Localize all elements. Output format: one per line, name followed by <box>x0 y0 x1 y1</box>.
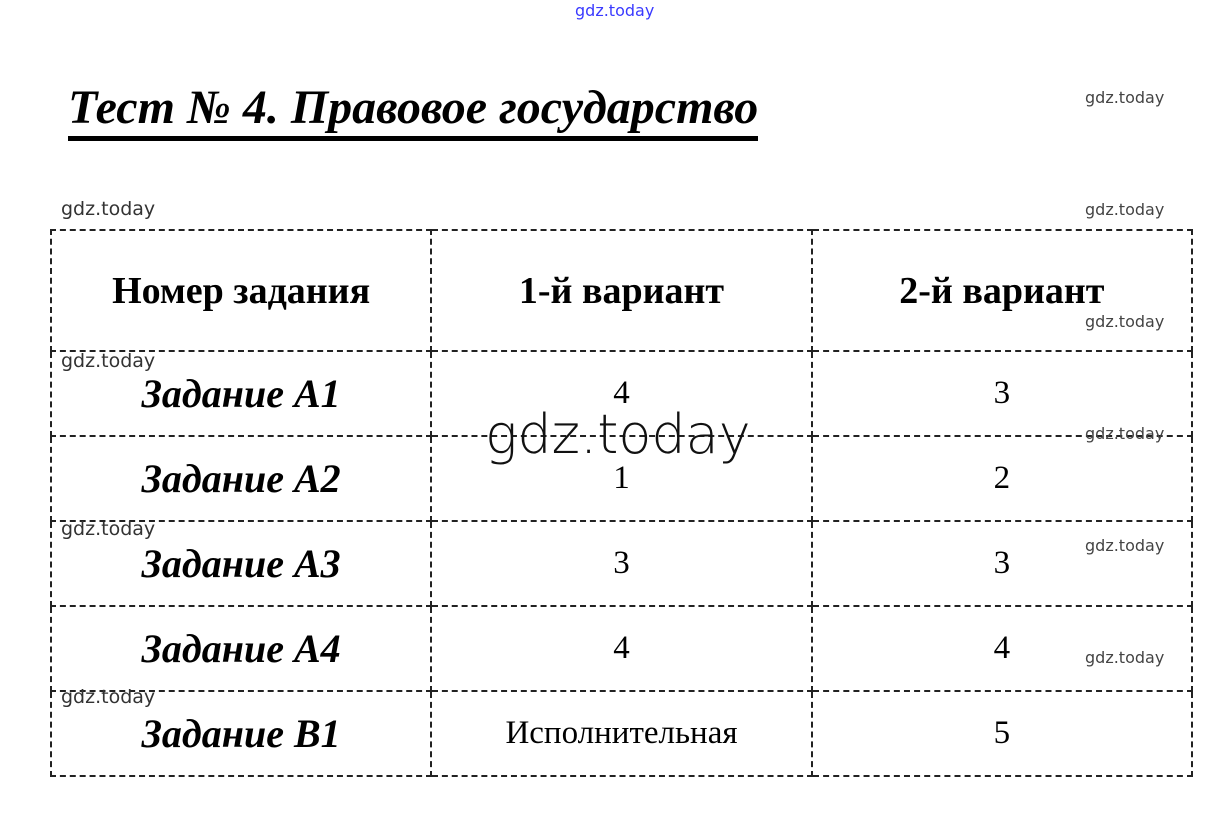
variant-2-answer: 5 <box>810 690 1194 777</box>
variant-2-answer: 3 <box>810 350 1194 437</box>
header-variant-2: 2-й вариант <box>810 229 1194 352</box>
variant-1-answer: 3 <box>430 520 813 607</box>
watermark: gdz.today <box>1085 200 1165 219</box>
watermark-top: gdz.today <box>575 1 655 20</box>
task-name: Задание В1 <box>49 690 433 777</box>
task-name: Задание А4 <box>49 605 433 692</box>
watermark: gdz.today <box>1085 648 1165 667</box>
variant-1-answer: 4 <box>430 605 813 692</box>
variant-2-answer: 2 <box>810 435 1194 522</box>
watermark: gdz.today <box>1085 424 1165 443</box>
table-row: Задание А4 4 4 <box>49 605 1194 692</box>
table-header-row: Номер задания 1-й вариант 2-й вариант <box>49 229 1194 352</box>
watermark: gdz.today <box>61 350 156 372</box>
page-title: Тест № 4. Правовое государство <box>68 82 759 141</box>
watermark: gdz.today <box>61 198 156 220</box>
table-row: Задание В1 Исполнительная 5 <box>49 690 1194 777</box>
task-name: Задание А1 <box>49 350 433 437</box>
watermark: gdz.today <box>61 518 156 540</box>
table-row: Задание А2 1 2 <box>49 435 1194 522</box>
variant-1-answer: Исполнительная <box>430 690 813 777</box>
header-task-number: Номер задания <box>49 229 433 352</box>
answers-table: Номер задания 1-й вариант 2-й вариант За… <box>49 229 1194 777</box>
watermark-large: gdz.today <box>485 403 751 466</box>
variant-2-answer: 3 <box>810 520 1194 607</box>
watermark: gdz.today <box>1085 312 1165 331</box>
task-name: Задание А3 <box>49 520 433 607</box>
variant-1-answer: 4 <box>430 350 813 437</box>
variant-2-answer: 4 <box>810 605 1194 692</box>
task-name: Задание А2 <box>49 435 433 522</box>
table-row: Задание А3 3 3 <box>49 520 1194 607</box>
table-row: Задание А1 4 3 <box>49 350 1194 437</box>
watermark: gdz.today <box>1085 88 1165 107</box>
header-variant-1: 1-й вариант <box>430 229 813 352</box>
variant-1-answer: 1 <box>430 435 813 522</box>
watermark: gdz.today <box>1085 536 1165 555</box>
watermark: gdz.today <box>61 686 156 708</box>
